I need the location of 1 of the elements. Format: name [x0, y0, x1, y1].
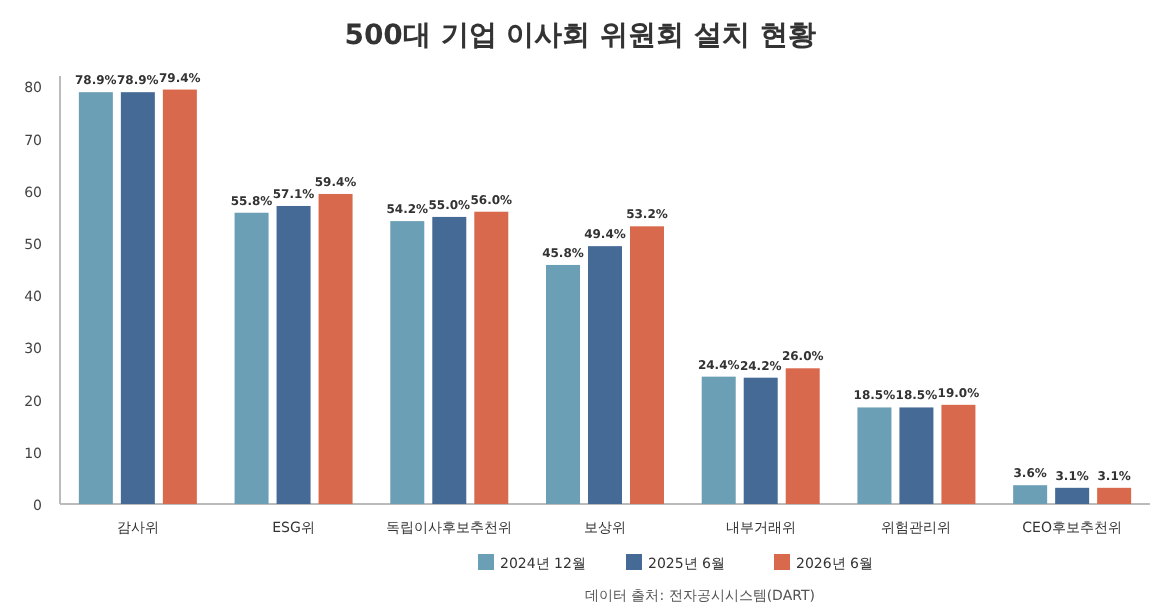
chart-title: 500대 기업 이사회 위원회 설치 현황 — [344, 20, 816, 52]
